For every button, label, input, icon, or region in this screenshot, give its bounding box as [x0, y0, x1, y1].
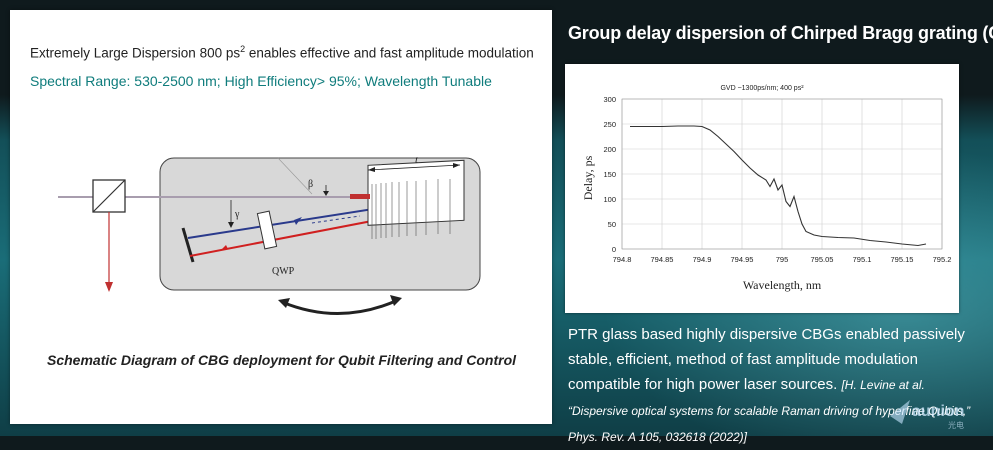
watermark-text: aunion — [912, 403, 964, 420]
y-tick-label: 200 — [603, 145, 616, 154]
x-tick-label: 795.2 — [933, 255, 952, 264]
y-tick-label: 250 — [603, 120, 616, 129]
y-axis-label: Delay, ps — [581, 155, 595, 200]
x-tick-label: 795.15 — [891, 255, 914, 264]
x-tick-label: 794.85 — [651, 255, 674, 264]
gdd-chart-panel: GVD ~1300ps/nm; 400 ps² 0 50 100 150 200 250 3… — [565, 64, 959, 313]
x-tick-label: 795 — [776, 255, 789, 264]
delay-series-line — [630, 125, 927, 247]
gdd-chart: GVD ~1300ps/nm; 400 ps² 0 50 100 150 200 250 3… — [581, 85, 952, 292]
left-title-sup: 2 — [240, 44, 246, 54]
rotation-arrow-icon — [281, 298, 399, 315]
output-arrow-icon — [105, 282, 113, 292]
x-tick-label: 794.9 — [693, 255, 712, 264]
chart-title: GVD ~1300ps/nm; 400 ps² — [720, 85, 804, 92]
chart-grid — [621, 98, 943, 250]
x-tick-label: 794.8 — [613, 255, 632, 264]
t-label: t — [415, 154, 419, 166]
left-subtitle: Spectral Range: 530-2500 nm; High Effici… — [30, 73, 492, 89]
right-description-block: PTR glass based highly dispersive CBGs e… — [568, 322, 978, 450]
plane-icon — [890, 400, 910, 424]
qwp-plate — [256, 210, 278, 250]
red-arrow-icon — [220, 245, 228, 251]
left-title: Extremely Large Dispersion 800 ps2 enabl… — [30, 44, 534, 61]
description-text: PTR glass based highly dispersive CBGs e… — [568, 326, 965, 393]
aunion-watermark-logo: aunion 光电 — [890, 400, 964, 430]
y-tick-label: 150 — [603, 170, 616, 179]
x-tick-label: 795.1 — [853, 255, 872, 264]
y-tick-label: 50 — [608, 220, 616, 229]
grating-lines — [371, 179, 451, 239]
watermark-subtext: 光电 — [948, 420, 964, 430]
left-title-main: Extremely Large Dispersion 800 ps — [30, 45, 241, 61]
blue-arrow-icon — [294, 217, 302, 225]
x-axis-label: Wavelength, nm — [743, 278, 822, 292]
gamma-label: γ — [234, 209, 240, 220]
entrance-beam-spot — [350, 194, 370, 199]
x-tick-label: 795.05 — [811, 255, 834, 264]
y-tick-label: 300 — [603, 95, 616, 104]
cbg-schematic-diagram: QWP γ β t — [58, 154, 481, 315]
right-title: Group delay dispersion of Chirped Bragg … — [568, 23, 993, 43]
left-title-rest: enables effective and fast amplitude mod… — [245, 45, 534, 61]
qwp-label: QWP — [272, 266, 295, 277]
beta-label: β — [308, 179, 313, 190]
y-tick-label: 100 — [603, 195, 616, 204]
schematic-slide-panel: Extremely Large Dispersion 800 ps2 enabl… — [10, 10, 552, 424]
x-tick-label: 794.95 — [731, 255, 754, 264]
y-tick-label: 0 — [612, 245, 616, 254]
schematic-caption: Schematic Diagram of CBG deployment for … — [47, 352, 517, 368]
plot-area-border — [621, 98, 943, 250]
